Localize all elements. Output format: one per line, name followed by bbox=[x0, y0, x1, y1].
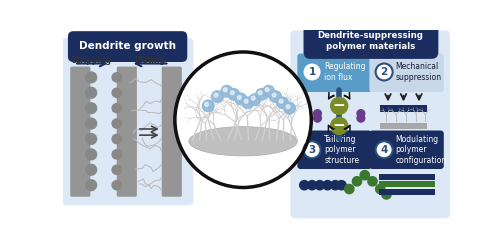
Circle shape bbox=[244, 99, 248, 103]
FancyBboxPatch shape bbox=[117, 67, 137, 197]
FancyBboxPatch shape bbox=[70, 67, 90, 197]
Circle shape bbox=[86, 72, 97, 83]
Circle shape bbox=[86, 149, 97, 160]
FancyBboxPatch shape bbox=[162, 67, 182, 197]
FancyBboxPatch shape bbox=[378, 174, 434, 180]
Circle shape bbox=[304, 141, 320, 158]
FancyBboxPatch shape bbox=[68, 31, 188, 62]
Circle shape bbox=[330, 117, 347, 134]
Text: −: − bbox=[333, 98, 345, 113]
Circle shape bbox=[86, 134, 97, 144]
Circle shape bbox=[330, 97, 347, 114]
Circle shape bbox=[272, 93, 276, 97]
Circle shape bbox=[112, 181, 122, 190]
Circle shape bbox=[86, 180, 97, 191]
Circle shape bbox=[300, 181, 309, 190]
Circle shape bbox=[265, 88, 269, 92]
Polygon shape bbox=[176, 108, 182, 127]
Text: Plating: Plating bbox=[134, 56, 164, 65]
Circle shape bbox=[284, 103, 296, 114]
Text: Dendrite-suppressing
polymer materials: Dendrite-suppressing polymer materials bbox=[317, 31, 423, 51]
Circle shape bbox=[175, 52, 312, 187]
Text: Tailoring
polymer
structure: Tailoring polymer structure bbox=[324, 135, 360, 165]
Circle shape bbox=[112, 88, 122, 97]
Text: 1: 1 bbox=[308, 67, 316, 77]
Circle shape bbox=[112, 119, 122, 128]
Circle shape bbox=[86, 103, 97, 114]
Circle shape bbox=[112, 165, 122, 174]
Circle shape bbox=[204, 103, 208, 106]
FancyBboxPatch shape bbox=[298, 54, 372, 92]
Circle shape bbox=[238, 96, 241, 99]
Circle shape bbox=[212, 91, 224, 103]
Circle shape bbox=[235, 93, 246, 105]
Text: 4: 4 bbox=[380, 145, 388, 155]
Circle shape bbox=[286, 105, 290, 109]
Text: Modulating
polymer
configuration: Modulating polymer configuration bbox=[396, 135, 447, 165]
Circle shape bbox=[368, 177, 377, 186]
Circle shape bbox=[251, 96, 255, 100]
Circle shape bbox=[224, 88, 227, 92]
Circle shape bbox=[279, 99, 283, 103]
Circle shape bbox=[277, 97, 288, 109]
Text: −: − bbox=[333, 118, 345, 133]
Text: Mechanical
suppression: Mechanical suppression bbox=[396, 62, 442, 82]
Circle shape bbox=[202, 100, 214, 112]
Circle shape bbox=[376, 185, 385, 194]
Circle shape bbox=[86, 165, 97, 175]
Circle shape bbox=[112, 103, 122, 113]
Circle shape bbox=[360, 170, 370, 180]
Ellipse shape bbox=[189, 127, 298, 156]
FancyBboxPatch shape bbox=[298, 130, 372, 169]
Circle shape bbox=[112, 134, 122, 144]
Circle shape bbox=[228, 88, 239, 100]
Circle shape bbox=[270, 91, 281, 103]
Circle shape bbox=[304, 63, 320, 81]
Circle shape bbox=[230, 91, 234, 95]
Circle shape bbox=[352, 177, 362, 186]
Text: Dendrite growth: Dendrite growth bbox=[79, 41, 176, 51]
Circle shape bbox=[258, 91, 262, 95]
Circle shape bbox=[308, 181, 316, 190]
Circle shape bbox=[330, 181, 340, 190]
Circle shape bbox=[357, 110, 365, 117]
Circle shape bbox=[221, 85, 232, 97]
FancyBboxPatch shape bbox=[62, 38, 194, 205]
FancyBboxPatch shape bbox=[380, 105, 427, 112]
FancyBboxPatch shape bbox=[304, 23, 438, 59]
Text: Regulating
ion flux: Regulating ion flux bbox=[324, 62, 366, 82]
Circle shape bbox=[112, 150, 122, 159]
Circle shape bbox=[344, 185, 354, 194]
Circle shape bbox=[249, 94, 260, 105]
FancyBboxPatch shape bbox=[370, 130, 444, 169]
FancyBboxPatch shape bbox=[370, 54, 444, 92]
Text: 2: 2 bbox=[380, 67, 388, 77]
Circle shape bbox=[382, 190, 391, 199]
Circle shape bbox=[376, 63, 392, 81]
Circle shape bbox=[376, 141, 392, 158]
Circle shape bbox=[256, 88, 268, 100]
Circle shape bbox=[357, 114, 365, 122]
Circle shape bbox=[86, 118, 97, 129]
Circle shape bbox=[323, 181, 332, 190]
FancyBboxPatch shape bbox=[380, 123, 427, 129]
Circle shape bbox=[337, 181, 346, 190]
Circle shape bbox=[242, 97, 254, 109]
FancyBboxPatch shape bbox=[290, 30, 450, 218]
Text: 3: 3 bbox=[308, 145, 316, 155]
FancyBboxPatch shape bbox=[378, 189, 434, 195]
Circle shape bbox=[86, 87, 97, 98]
Text: Stripping: Stripping bbox=[72, 56, 112, 65]
Circle shape bbox=[263, 85, 274, 97]
FancyBboxPatch shape bbox=[378, 181, 434, 187]
Circle shape bbox=[314, 114, 322, 122]
Circle shape bbox=[314, 110, 322, 117]
Circle shape bbox=[214, 93, 218, 97]
Circle shape bbox=[315, 181, 324, 190]
Circle shape bbox=[112, 73, 122, 82]
